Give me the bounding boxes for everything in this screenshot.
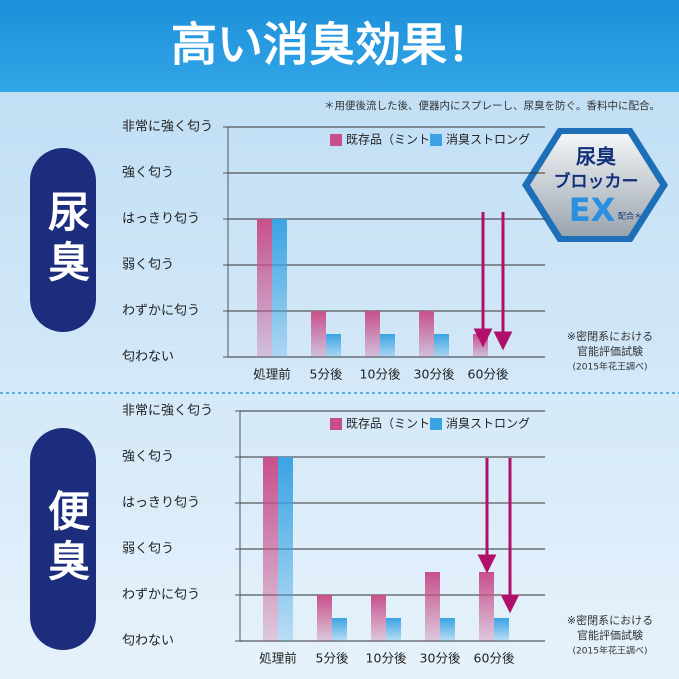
x-tick-label: 5分後 bbox=[316, 651, 349, 666]
y-tick-label: 弱く匂う bbox=[122, 542, 174, 557]
y-tick-label: 強く匂う bbox=[122, 450, 174, 465]
x-tick-label: 60分後 bbox=[474, 651, 515, 666]
arrow-head bbox=[473, 328, 493, 348]
x-tick-label: 10分後 bbox=[366, 651, 407, 666]
panel-pill bbox=[30, 428, 96, 650]
y-tick-label: 非常に強く匂う bbox=[122, 120, 213, 135]
x-tick-label: 10分後 bbox=[360, 367, 401, 382]
panel-label: 便臭 bbox=[42, 489, 91, 589]
bar bbox=[272, 219, 287, 357]
panel-note: ※密閉系における bbox=[567, 613, 653, 627]
legend-label: 既存品（ミント） bbox=[346, 133, 442, 147]
legend-label: 消臭ストロング bbox=[446, 132, 530, 147]
bar bbox=[365, 311, 380, 357]
panel-pill bbox=[30, 148, 96, 332]
arrows bbox=[473, 212, 520, 614]
panel-note: 官能評価試験 bbox=[577, 628, 643, 642]
x-tick-label: 30分後 bbox=[414, 367, 455, 382]
y-tick-label: はっきり匂う bbox=[122, 496, 200, 511]
bar bbox=[380, 334, 395, 357]
badge-text: 尿臭 bbox=[576, 145, 616, 169]
header-note: ＊用便後流した後、便器内にスプレーし、尿臭を防ぐ。香料中に配合。 bbox=[324, 99, 660, 112]
panel-note: 官能評価試験 bbox=[577, 344, 643, 358]
arrow-head bbox=[500, 594, 520, 614]
bar bbox=[419, 311, 434, 357]
badge-body bbox=[530, 134, 660, 236]
bar bbox=[386, 618, 401, 641]
x-tick-label: 5分後 bbox=[310, 367, 343, 382]
legend-label: 既存品（ミント） bbox=[346, 417, 442, 431]
y-tick-label: 匂わない bbox=[122, 350, 174, 365]
y-tick-label: 強く匂う bbox=[122, 166, 174, 181]
panel-note: (2015年花王調べ) bbox=[573, 645, 648, 657]
x-tick-label: 30分後 bbox=[420, 651, 461, 666]
panel-note: (2015年花王調べ) bbox=[573, 361, 648, 373]
bar bbox=[425, 572, 440, 641]
legend-label: 消臭ストロング bbox=[446, 416, 530, 431]
bar bbox=[479, 572, 494, 641]
bar bbox=[317, 595, 332, 641]
x-tick-label: 60分後 bbox=[468, 367, 509, 382]
bar bbox=[332, 618, 347, 641]
legend-swatch bbox=[330, 418, 342, 430]
bar bbox=[311, 311, 326, 357]
bar bbox=[278, 457, 293, 641]
x-tick-label: 処理前 bbox=[253, 367, 291, 382]
y-tick-label: わずかに匂う bbox=[122, 588, 200, 603]
arrow-head bbox=[477, 554, 497, 574]
bar bbox=[434, 334, 449, 357]
title: 高い消臭効果！ bbox=[171, 18, 493, 72]
legend-swatch bbox=[430, 418, 442, 430]
header-band bbox=[0, 0, 679, 92]
panel-label: 尿臭 bbox=[42, 190, 91, 290]
badge-text: 配合＊ bbox=[618, 211, 642, 221]
y-tick-label: 匂わない bbox=[122, 634, 174, 649]
bar bbox=[257, 219, 272, 357]
bar bbox=[263, 457, 278, 641]
arrow-head bbox=[493, 331, 513, 351]
x-tick-label: 処理前 bbox=[259, 651, 297, 666]
legend-swatch bbox=[430, 134, 442, 146]
bar bbox=[326, 334, 341, 357]
badge-text: EX bbox=[569, 191, 616, 229]
panel-note: ※密閉系における bbox=[567, 329, 653, 343]
bar bbox=[494, 618, 509, 641]
badge-text: ブロッカー bbox=[554, 171, 639, 192]
legend-swatch bbox=[330, 134, 342, 146]
y-tick-label: 弱く匂う bbox=[122, 258, 174, 273]
bar bbox=[440, 618, 455, 641]
y-tick-label: わずかに匂う bbox=[122, 304, 200, 319]
y-tick-label: はっきり匂う bbox=[122, 212, 200, 227]
bar bbox=[371, 595, 386, 641]
y-tick-label: 非常に強く匂う bbox=[122, 404, 213, 419]
